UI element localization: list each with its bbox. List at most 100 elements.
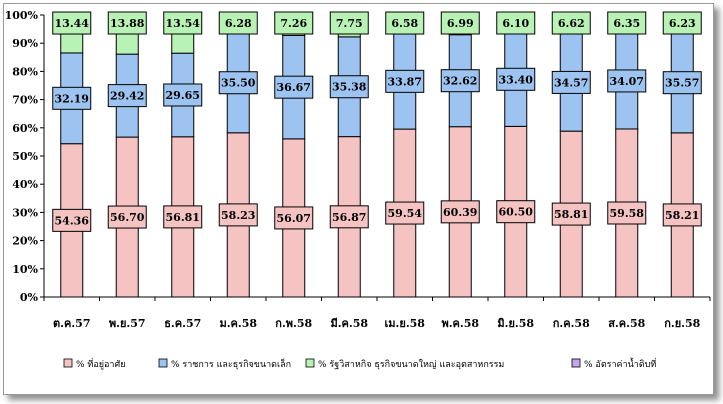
data-label-text: 6.35 [613,17,640,30]
legend-label: % ที่อยู่อาศัย [76,357,125,370]
data-label-box [218,71,258,95]
y-tick-label: 10% [12,263,38,276]
x-tick-label: มิ.ย.58 [497,317,534,330]
data-label-text: 7.26 [280,17,307,30]
data-label-series-2: 35.57 [662,71,702,95]
data-label-text: 60.50 [499,206,534,219]
data-label-text: 35.57 [665,77,699,90]
y-tick-label: 60% [12,122,38,135]
y-tick-label: 20% [12,235,38,248]
data-label-series-1: 58.81 [551,202,591,226]
data-label-series-2: 29.65 [163,83,203,107]
data-label-box [274,206,314,230]
data-label-text: 6.10 [502,17,529,30]
legend-entry-2: % ราชการ และธุรกิจขนาดเล็ก [158,357,291,370]
data-label-box [52,208,92,232]
data-label-box [52,86,92,110]
data-label-box [440,11,480,35]
legend-entry-3: % รัฐวิสาหกิจ ธุรกิจขนาดใหญ่ และอุตสาหกร… [305,358,504,370]
data-label-series-2: 33.40 [496,67,536,91]
data-label-series-1: 56.81 [163,205,203,229]
legend-label: % ราชการ และธุรกิจขนาดเล็ก [171,357,291,370]
data-label-text: 36.67 [277,81,311,94]
data-label-text: 13.44 [55,17,90,30]
x-tick-label: ส.ค.58 [608,317,645,330]
y-tick-label: 50% [12,150,38,163]
data-label-series-3: 7.26 [274,11,314,35]
x-tick-label: เม.ย.58 [385,317,426,330]
data-label-series-2: 34.57 [551,70,591,94]
legend: % ที่อยู่อาศัย % ราชการ และธุรกิจขนาดเล็ก… [63,357,656,370]
data-label-box [385,69,425,93]
data-label-series-2: 32.19 [52,86,92,110]
data-label-text: 6.99 [447,17,474,30]
data-label-series-2: 33.87 [385,69,425,93]
data-label-box [329,205,369,229]
data-label-series-3: 7.75 [329,11,369,35]
data-label-text: 13.54 [166,17,201,30]
data-label-text: 58.81 [554,208,588,221]
data-label-text: 32.62 [443,75,477,88]
y-tick-label: 90% [12,37,38,50]
data-label-box [551,202,591,226]
data-label-text: 35.50 [221,77,256,90]
legend-label: % อัตราค่าน้ำดิบที่ [584,357,656,370]
data-label-box [385,11,425,35]
data-label-series-1: 56.07 [274,206,314,230]
data-label-text: 6.62 [558,17,585,30]
data-label-text: 33.40 [499,73,534,86]
data-label-box [163,83,203,107]
data-label-series-1: 54.36 [52,208,92,232]
data-label-text: 29.65 [166,89,200,102]
x-tick-label: ก.ย.58 [664,317,700,330]
data-label-box [163,11,203,35]
data-label-series-2: 32.62 [440,69,480,93]
data-label-box [496,200,536,224]
data-label-text: 60.39 [443,206,477,219]
data-label-text: 56.81 [166,211,200,224]
data-label-box [329,11,369,35]
data-label-text: 58.21 [665,209,699,222]
data-label-series-2: 34.07 [607,69,647,93]
y-tick-label: 100% [5,9,39,22]
data-label-series-3: 13.88 [107,11,147,35]
legend-entry-4: % อัตราค่าน้ำดิบที่ [571,357,656,370]
data-label-box [385,201,425,225]
data-label-box [218,11,258,35]
data-label-series-2: 35.50 [218,71,258,95]
data-label-box [607,69,647,93]
x-tick-label: ก.ค.58 [553,317,590,330]
data-label-series-1: 59.58 [607,201,647,225]
data-label-text: 34.07 [610,75,644,88]
data-label-text: 32.19 [55,92,89,105]
legend-swatch [571,358,581,368]
data-label-series-1: 59.54 [385,201,425,225]
data-label-series-3: 13.44 [52,11,92,35]
data-label-box [329,75,369,99]
data-label-series-3: 6.58 [385,11,425,35]
data-label-box [662,11,702,35]
data-label-series-3: 6.23 [662,11,702,35]
data-label-box [440,200,480,224]
data-label-box [662,203,702,227]
data-labels: 54.36 32.19 13.44 56.70 29.42 13.88 56.81 29.65… [52,11,702,232]
data-label-series-2: 36.67 [274,75,314,99]
data-label-series-3: 6.99 [440,11,480,35]
data-label-series-2: 35.38 [329,75,369,99]
data-label-series-1: 56.87 [329,205,369,229]
data-label-box [107,11,147,35]
data-label-text: 34.57 [554,76,588,89]
legend-entry-1: % ที่อยู่อาศัย [63,357,125,370]
data-label-series-3: 6.35 [607,11,647,35]
x-tick-label: ธ.ค.57 [164,317,201,330]
y-tick-label: 30% [12,206,38,219]
data-label-text: 13.88 [110,17,145,30]
data-label-text: 58.23 [221,209,255,222]
data-label-box [607,11,647,35]
data-label-box [52,11,92,35]
data-label-text: 35.38 [332,81,367,94]
data-label-text: 29.42 [110,90,144,103]
data-label-box [107,84,147,108]
data-label-box [551,70,591,94]
y-tick-label: 80% [12,65,38,78]
